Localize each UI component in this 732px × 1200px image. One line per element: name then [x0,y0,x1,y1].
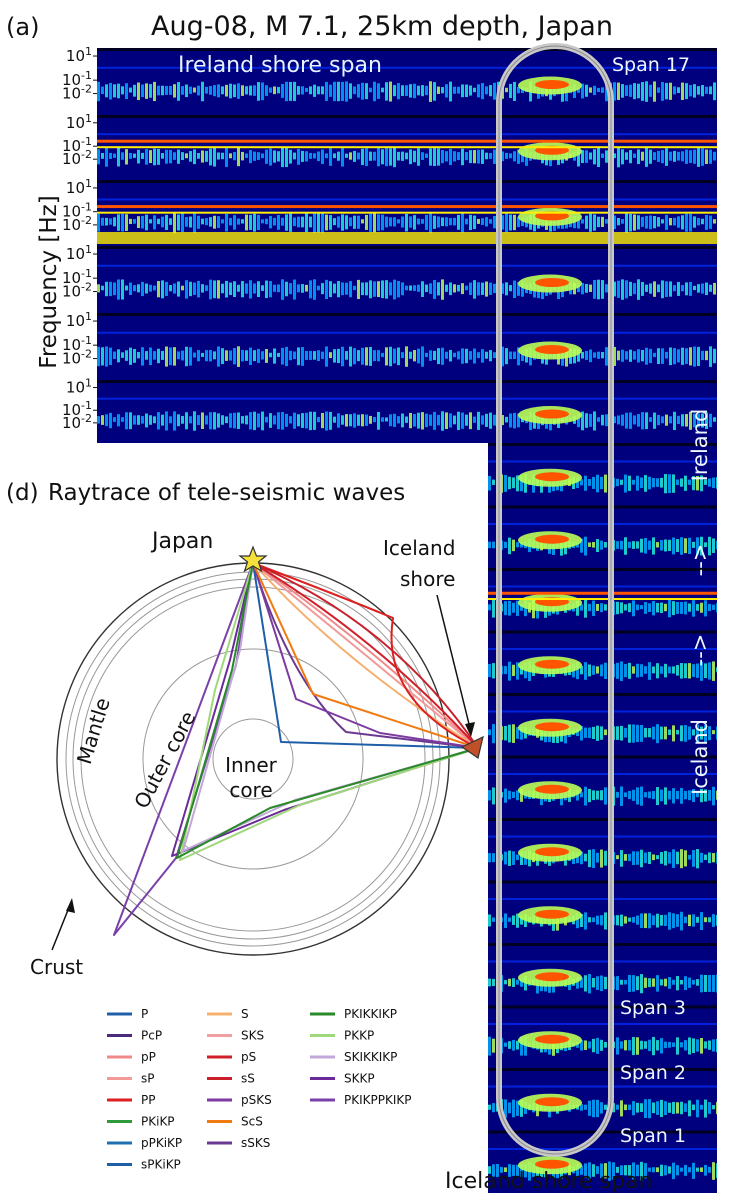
legend-label: pPKiKP [141,1136,182,1150]
legend-label: PcP [141,1029,162,1043]
legend-label: pS [241,1050,256,1064]
frequency-tick-label: 101 [66,310,92,330]
legend-label: sPKiKP [141,1158,181,1172]
inner-core-boundary [212,718,294,800]
span-17-label: Span 17 [612,54,690,76]
ray-path-p [252,562,479,749]
receiver-label-line2: shore [400,567,455,591]
frequency-tick-label: 101 [66,377,92,397]
frequency-tick-label: 10-2 [62,412,92,432]
inner-core-label-line1: Inner [225,753,278,777]
legend-label: SKS [241,1029,264,1043]
legend-label: PKKP [344,1029,374,1043]
iceland-shore-span-label: Iceland shore span [445,1169,652,1194]
event-window-outline-inner [498,45,612,1155]
frequency-tick-label: 10-2 [62,348,92,368]
frequency-tick-label: 10-2 [62,83,92,103]
legend-label: sP [141,1072,155,1086]
frequency-tick-label: 10-1 [62,334,92,354]
crust-label: Crust [30,955,83,979]
legend-label: pSKS [241,1093,272,1107]
frequency-tick-label: 101 [66,177,92,197]
ray-path-pkikkikp [176,562,479,859]
frequency-tick-label: 10-1 [62,267,92,287]
upper-mantle-boundary-2 [72,578,434,940]
frequency-tick-label: 101 [66,45,92,65]
direction-label-ireland: Ireland [688,409,712,482]
ray-path-ps [252,562,479,749]
spectrogram-overlays [496,43,614,1157]
legend-label: P [141,1007,148,1021]
direction-arrow-1: --> [688,544,712,577]
span-3-label: Span 3 [620,997,686,1019]
frequency-tick-label: 10-2 [62,148,92,168]
ray-paths [113,562,479,936]
legend-label: PKIKPPKIKP [344,1093,412,1107]
direction-arrow-2: --> [688,634,712,667]
frequency-tick-label: 10-1 [62,135,92,155]
crust-arrowhead [66,898,75,913]
source-label: Japan [150,529,213,554]
ray-path-s [252,562,479,749]
ray-path-ss [252,562,479,749]
span-2-label: Span 2 [620,1062,686,1084]
legend-label: PKIKKIKP [344,1007,397,1021]
receiver-label-line1: Iceland [383,536,455,560]
panel-a-title: Aug-08, M 7.1, 25km depth, Japan [151,11,613,42]
legend-label: ScS [241,1115,263,1129]
legend-label: SKKP [344,1072,375,1086]
frequency-tick-label: 10-1 [62,399,92,419]
receiver-arrow [436,594,472,733]
panel-d-title: Raytrace of tele-seismic waves [48,480,405,506]
ray-path-pp [252,562,479,749]
inner-core-label-line2: core [229,778,272,802]
core-mantle-boundary [142,648,364,870]
mantle-label: Mantle [72,695,115,767]
ray-path-psks [252,562,479,749]
ray-legend: P PcP pP sP PP PKiKP pPKiKP sPKiKP S SKS pS sS pSKS S… [107,1007,412,1172]
receiver-triangle [460,735,484,759]
crust-arrow [51,904,71,951]
legend-label: sS [241,1072,255,1086]
span-1-label: Span 1 [620,1125,686,1147]
legend-label: sSKS [241,1136,270,1150]
ray-path-sp [252,562,479,749]
earth-cross-section [56,562,450,956]
frequency-tick-label: 10-2 [62,281,92,301]
upper-mantle-boundary-3 [80,586,426,932]
legend-label: PKiKP [141,1115,175,1129]
receiver-arrowhead [465,722,475,737]
frequency-tick-labels: 10110-110-210110-110-210110-110-210110-1… [62,45,97,432]
frequency-tick-label: 10-2 [62,214,92,234]
panel-d-label: (d) [6,480,39,506]
source-star-icon [238,545,268,573]
legend-label: PP [141,1093,155,1107]
ray-path-pp [252,562,479,749]
spectrogram-panel [97,48,717,1193]
frequency-tick-label: 101 [66,243,92,263]
ray-path-pkkp [179,562,479,861]
legend-label: pP [141,1050,156,1064]
frequency-tick-label: 10-1 [62,69,92,89]
panel-a-label: (a) [6,13,39,41]
ireland-shore-span-label: Ireland shore span [178,53,382,78]
frequency-tick-label: 10-1 [62,201,92,221]
ray-path-scs [252,562,479,749]
legend-label: S [241,1007,249,1021]
frequency-tick-label: 101 [66,112,92,132]
legend-label: SKIKKIKP [344,1050,397,1064]
frequency-axis-label: Frequency [Hz] [36,195,62,368]
direction-label-iceland: Iceland [688,719,712,795]
